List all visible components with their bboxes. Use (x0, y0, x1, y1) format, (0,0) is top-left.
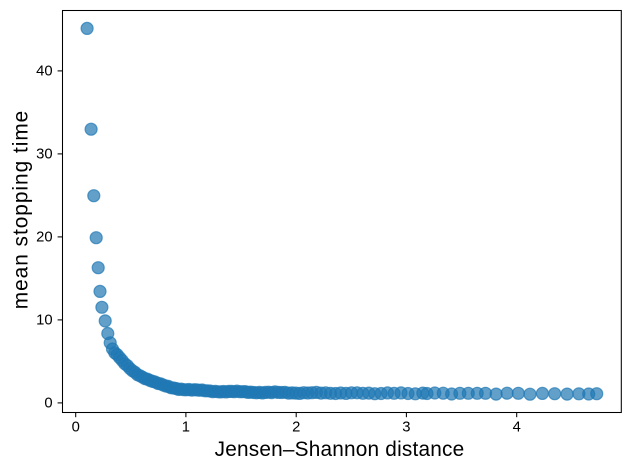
svg-text:3: 3 (402, 420, 410, 436)
svg-text:4: 4 (513, 420, 521, 436)
svg-text:30: 30 (36, 147, 52, 163)
svg-text:2: 2 (292, 420, 300, 436)
svg-text:20: 20 (36, 230, 52, 246)
svg-text:mean stopping time: mean stopping time (10, 110, 33, 310)
svg-text:10: 10 (36, 313, 52, 329)
svg-text:40: 40 (36, 64, 52, 80)
svg-text:1: 1 (182, 420, 190, 436)
svg-text:0: 0 (72, 420, 80, 436)
svg-text:0: 0 (44, 396, 52, 412)
svg-text:Jensen–Shannon distance: Jensen–Shannon distance (215, 438, 465, 461)
